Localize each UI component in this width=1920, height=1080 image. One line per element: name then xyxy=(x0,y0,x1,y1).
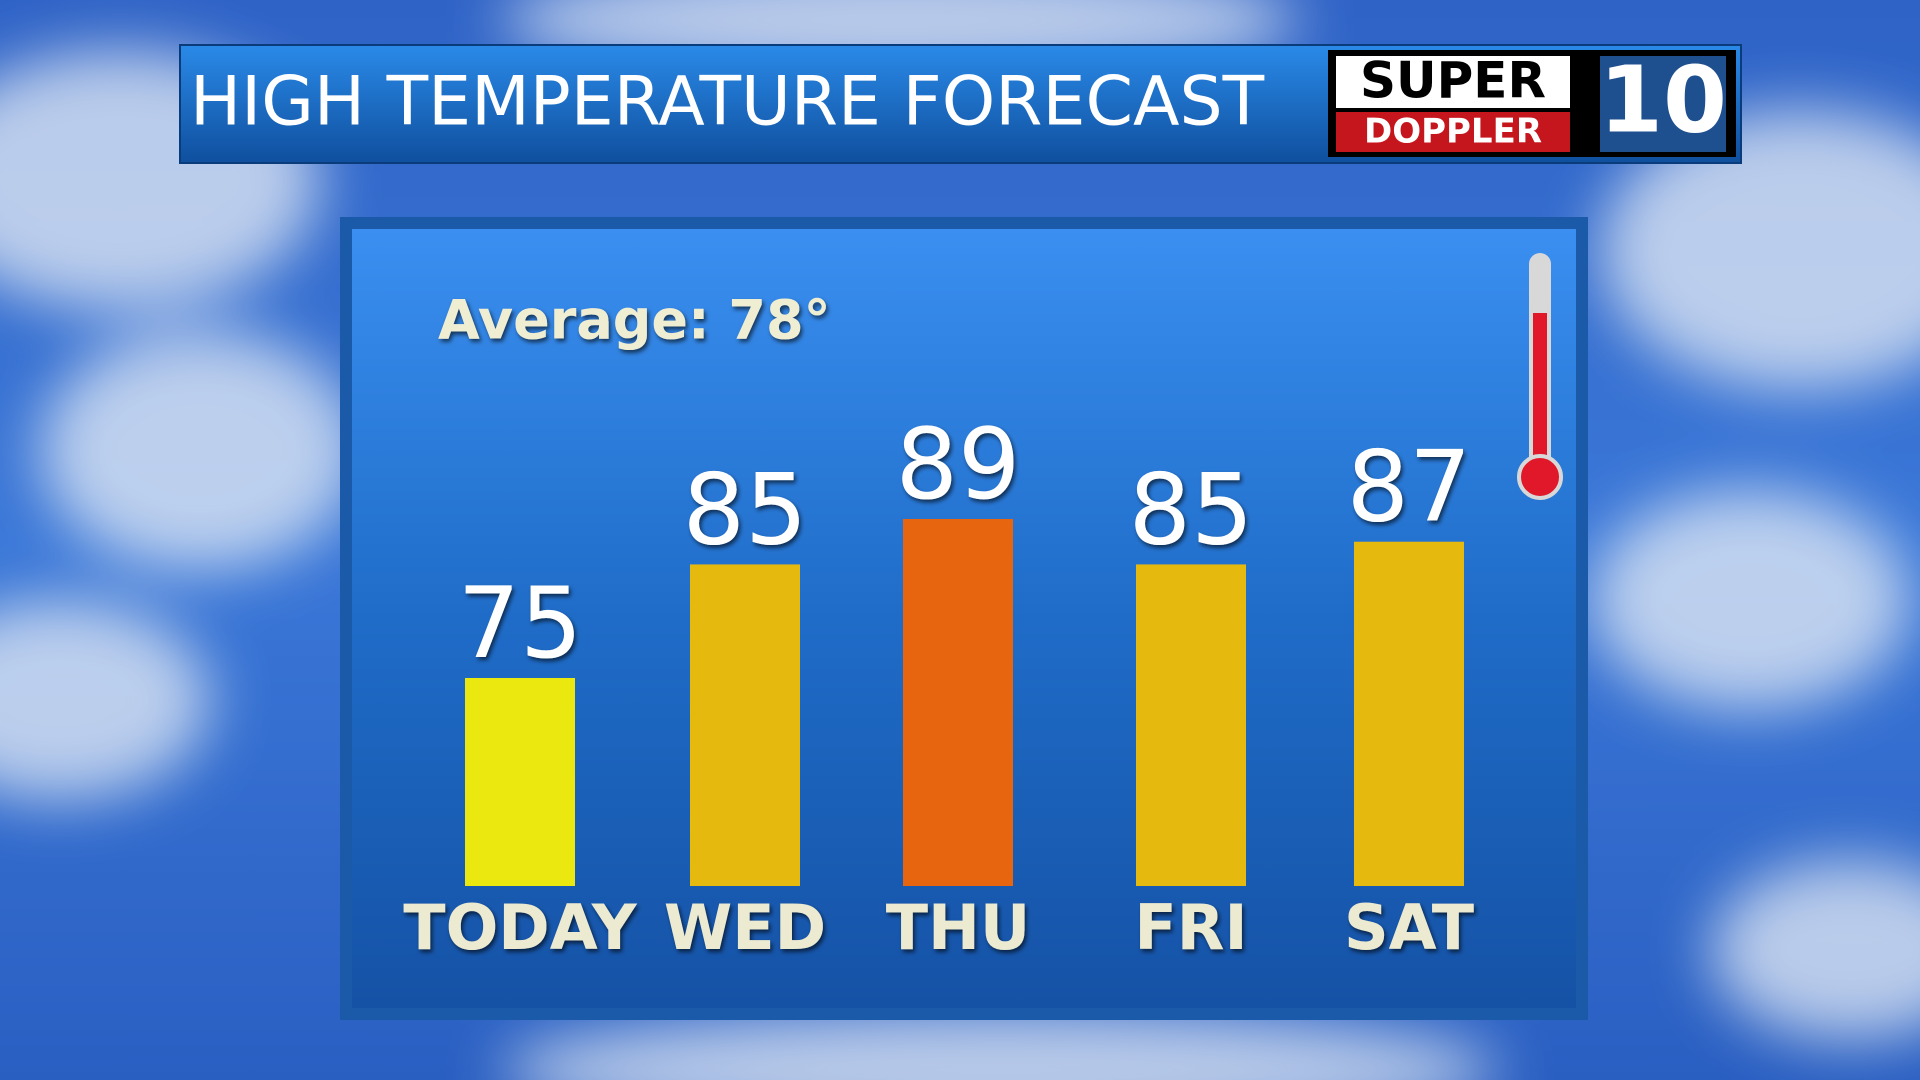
value-label: 85 xyxy=(683,453,808,567)
x-tick-label: WED xyxy=(664,891,826,964)
value-label: 87 xyxy=(1347,431,1472,545)
x-tick-label: TODAY xyxy=(403,891,638,964)
value-label: 85 xyxy=(1129,453,1254,567)
thermometer xyxy=(1517,253,1563,500)
thermometer-bulb xyxy=(1517,454,1563,500)
bar xyxy=(1354,541,1464,886)
chart-title: HIGH TEMPERATURE FORECAST xyxy=(190,63,1265,142)
annotation: Average: 78° xyxy=(438,289,831,352)
bar xyxy=(465,678,575,886)
thermometer-fill xyxy=(1533,313,1547,478)
x-tick-label: THU xyxy=(886,891,1031,964)
bar xyxy=(903,519,1013,886)
logo-channel-box xyxy=(1600,56,1726,152)
bar xyxy=(1136,564,1246,886)
logo: SUPER DOPPLER 10 xyxy=(1328,46,1736,157)
value-label: 89 xyxy=(896,408,1021,522)
logo-channel: 10 xyxy=(1599,46,1727,153)
value-label: 75 xyxy=(458,567,583,681)
logo-bottom-box xyxy=(1336,112,1570,152)
logo-top: SUPER xyxy=(1360,52,1546,110)
x-tick-label: SAT xyxy=(1344,891,1474,964)
bar xyxy=(690,564,800,886)
x-tick-label: FRI xyxy=(1134,891,1247,964)
logo-top-box xyxy=(1336,56,1570,108)
logo-bottom: DOPPLER xyxy=(1364,112,1542,152)
